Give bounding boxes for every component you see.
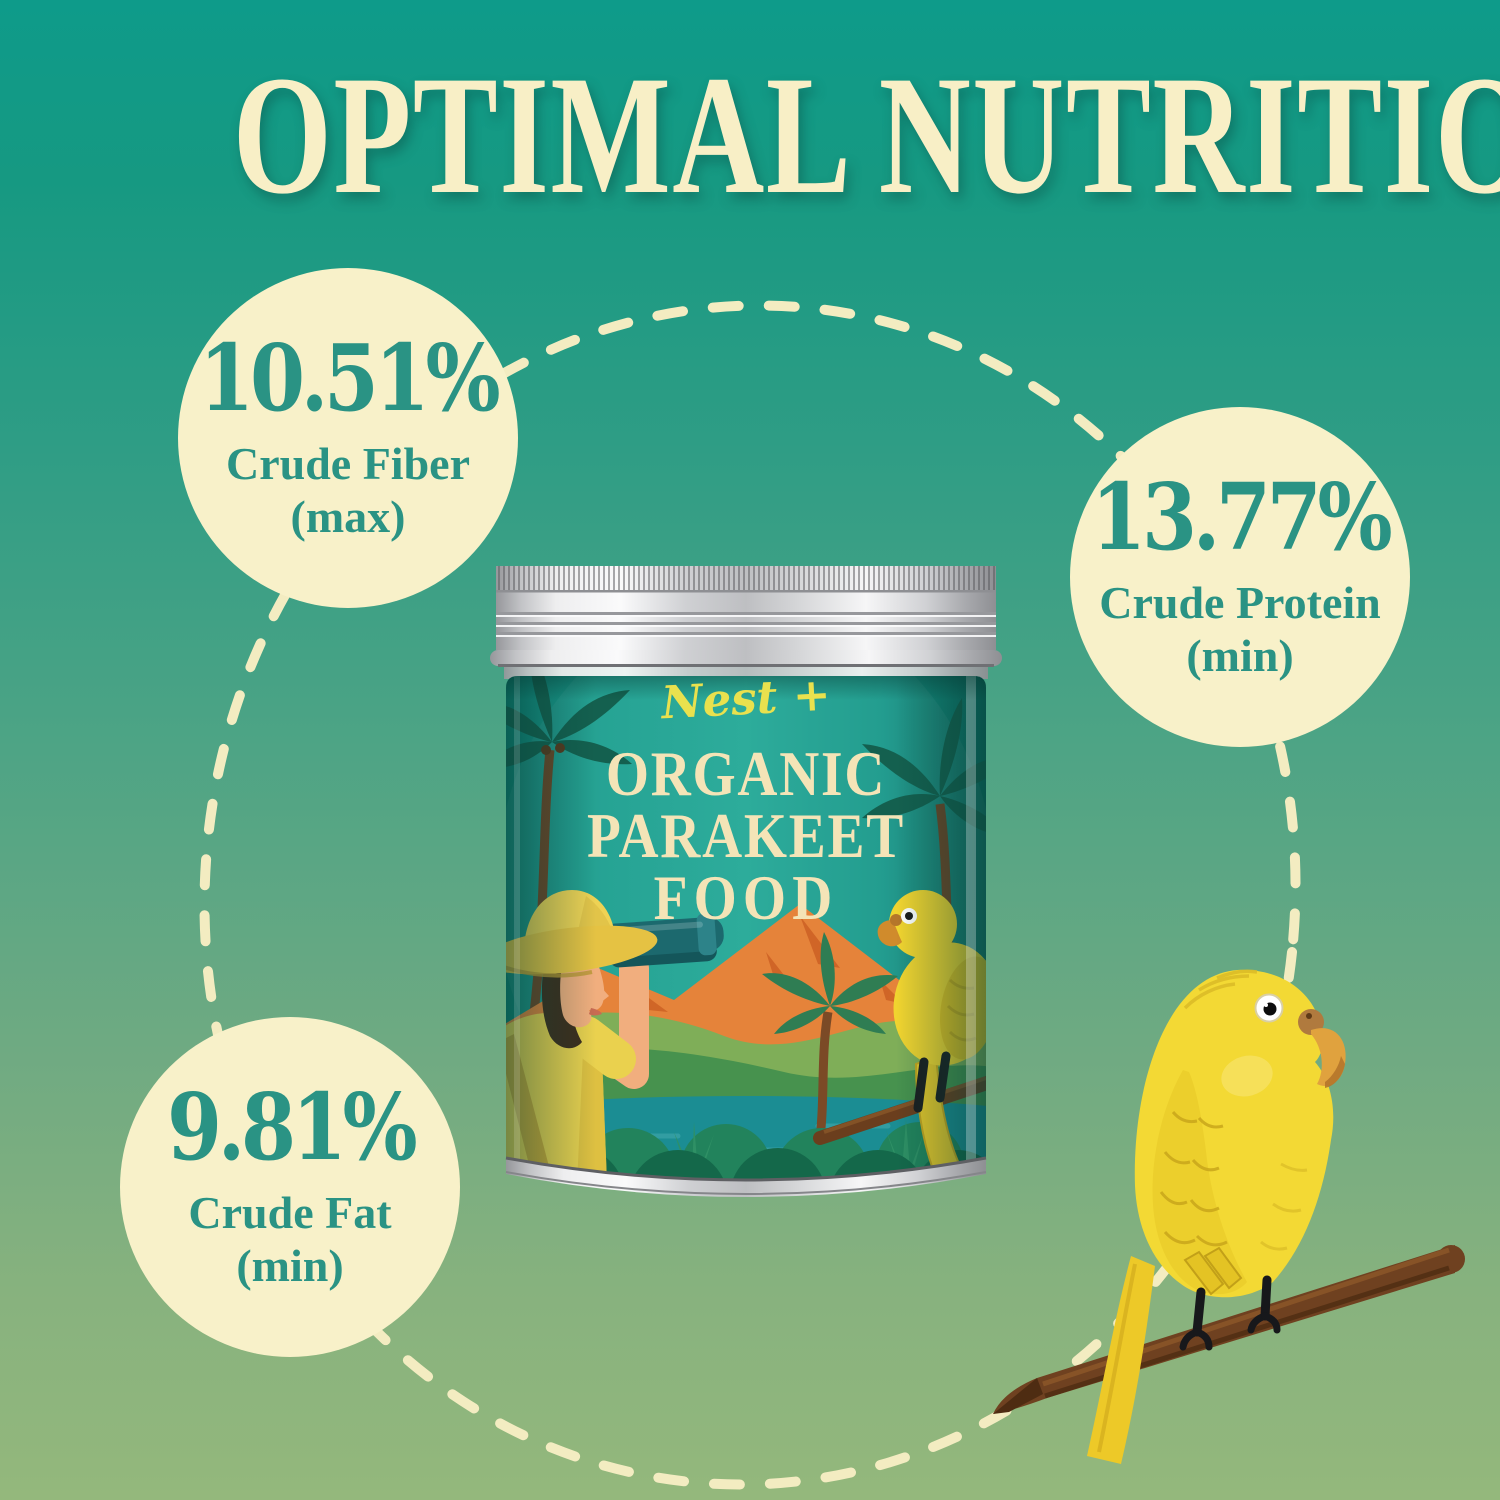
- dashed-ring: [199, 300, 1301, 1490]
- parakeet-eye: [1254, 993, 1284, 1023]
- stat-value: 13.77%: [1091, 462, 1392, 571]
- can-artwork: [490, 566, 1002, 1197]
- page-title: OPTIMAL NUTRITION: [0, 50, 1500, 220]
- parakeet-artwork: [993, 969, 1465, 1464]
- product-can: Nest + ORGANIC PARAKEET FOOD: [488, 560, 1004, 1210]
- parakeet-chest-markings: [1260, 1162, 1308, 1251]
- stat-circle-crude-fiber: 10.51% Crude Fiber (max): [178, 268, 518, 608]
- parakeet-crown-markings: [1183, 969, 1258, 1010]
- parakeet-beak: [1298, 1009, 1346, 1088]
- stat-value: 9.81%: [166, 1072, 418, 1181]
- stat-qualifier: (min): [236, 1240, 344, 1292]
- stat-label: Crude Fiber: [225, 437, 470, 489]
- stat-qualifier: (max): [290, 491, 406, 543]
- can-label-scene: [506, 676, 986, 1180]
- lid-knurl: [496, 566, 996, 590]
- parakeet-feet: [1179, 1275, 1281, 1351]
- stat-qualifier: (min): [1186, 630, 1294, 682]
- stat-label: Crude Fat: [188, 1186, 392, 1238]
- can-lid: [490, 566, 1002, 679]
- stat-value: 10.51%: [199, 323, 500, 432]
- stat-circle-crude-fat: 9.81% Crude Fat (min): [120, 1017, 460, 1357]
- stat-label: Crude Protein: [1099, 576, 1381, 628]
- page-title-text: OPTIMAL NUTRITION: [232, 41, 1500, 229]
- stat-circle-crude-protein: 13.77% Crude Protein (min): [1070, 407, 1410, 747]
- parakeet-illustration: [985, 964, 1480, 1484]
- can-bottom-rim: [505, 1156, 987, 1197]
- parakeet-tail: [1087, 1256, 1155, 1464]
- parakeet-wing: [1152, 1070, 1247, 1296]
